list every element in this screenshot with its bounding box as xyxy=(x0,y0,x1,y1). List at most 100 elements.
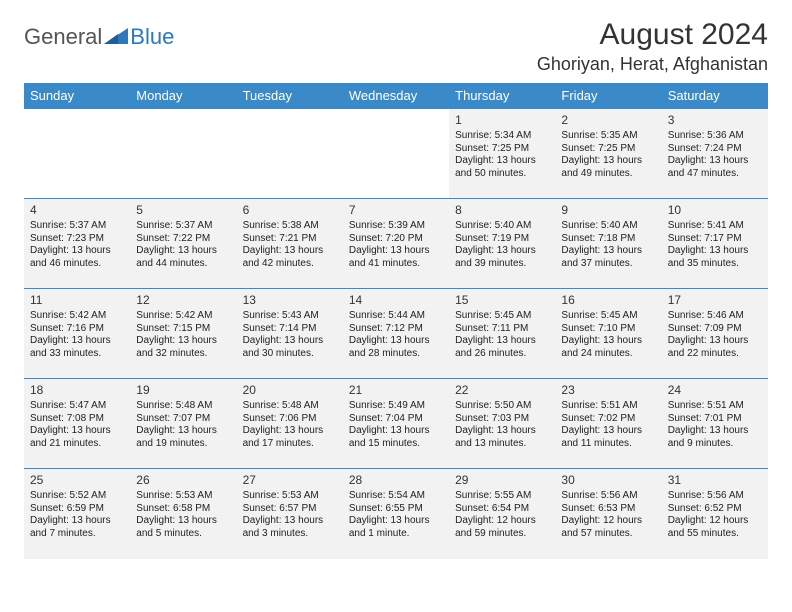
daylight-text: Daylight: 12 hours and 55 minutes. xyxy=(668,515,762,540)
sunset-text: Sunset: 7:04 PM xyxy=(349,413,443,426)
calendar-week-row: 11Sunrise: 5:42 AMSunset: 7:16 PMDayligh… xyxy=(24,289,768,379)
sunrise-text: Sunrise: 5:40 AM xyxy=(455,220,549,233)
day-number: 17 xyxy=(668,293,762,308)
daylight-text: Daylight: 13 hours and 15 minutes. xyxy=(349,425,443,450)
calendar-day-cell: 20Sunrise: 5:48 AMSunset: 7:06 PMDayligh… xyxy=(237,379,343,469)
sunset-text: Sunset: 6:58 PM xyxy=(136,503,230,516)
day-number: 29 xyxy=(455,473,549,488)
calendar-day-cell: 6Sunrise: 5:38 AMSunset: 7:21 PMDaylight… xyxy=(237,199,343,289)
daylight-text: Daylight: 13 hours and 42 minutes. xyxy=(243,245,337,270)
sunset-text: Sunset: 6:54 PM xyxy=(455,503,549,516)
calendar-day-cell: 1Sunrise: 5:34 AMSunset: 7:25 PMDaylight… xyxy=(449,109,555,199)
daylight-text: Daylight: 13 hours and 11 minutes. xyxy=(561,425,655,450)
daylight-text: Daylight: 13 hours and 17 minutes. xyxy=(243,425,337,450)
day-number: 9 xyxy=(561,203,655,218)
weekday-header: Wednesday xyxy=(343,83,449,109)
sunrise-text: Sunrise: 5:52 AM xyxy=(30,490,124,503)
sunrise-text: Sunrise: 5:45 AM xyxy=(455,310,549,323)
calendar-day-cell: 25Sunrise: 5:52 AMSunset: 6:59 PMDayligh… xyxy=(24,469,130,559)
daylight-text: Daylight: 13 hours and 30 minutes. xyxy=(243,335,337,360)
calendar-day-cell xyxy=(237,109,343,199)
daylight-text: Daylight: 13 hours and 32 minutes. xyxy=(136,335,230,360)
sunset-text: Sunset: 7:22 PM xyxy=(136,233,230,246)
calendar-day-cell: 31Sunrise: 5:56 AMSunset: 6:52 PMDayligh… xyxy=(662,469,768,559)
daylight-text: Daylight: 13 hours and 33 minutes. xyxy=(30,335,124,360)
sunrise-text: Sunrise: 5:49 AM xyxy=(349,400,443,413)
sunset-text: Sunset: 7:18 PM xyxy=(561,233,655,246)
sunset-text: Sunset: 7:02 PM xyxy=(561,413,655,426)
weekday-header-row: SundayMondayTuesdayWednesdayThursdayFrid… xyxy=(24,83,768,109)
sunrise-text: Sunrise: 5:42 AM xyxy=(30,310,124,323)
calendar-day-cell: 15Sunrise: 5:45 AMSunset: 7:11 PMDayligh… xyxy=(449,289,555,379)
day-number: 11 xyxy=(30,293,124,308)
sunrise-text: Sunrise: 5:56 AM xyxy=(561,490,655,503)
calendar-day-cell: 19Sunrise: 5:48 AMSunset: 7:07 PMDayligh… xyxy=(130,379,236,469)
daylight-text: Daylight: 13 hours and 46 minutes. xyxy=(30,245,124,270)
day-number: 27 xyxy=(243,473,337,488)
header-bar: General Blue August 2024 Ghoriyan, Herat… xyxy=(24,18,768,75)
daylight-text: Daylight: 13 hours and 3 minutes. xyxy=(243,515,337,540)
sunset-text: Sunset: 7:11 PM xyxy=(455,323,549,336)
calendar-table: SundayMondayTuesdayWednesdayThursdayFrid… xyxy=(24,83,768,559)
day-number: 16 xyxy=(561,293,655,308)
daylight-text: Daylight: 13 hours and 5 minutes. xyxy=(136,515,230,540)
sunrise-text: Sunrise: 5:41 AM xyxy=(668,220,762,233)
calendar-day-cell xyxy=(343,109,449,199)
sunset-text: Sunset: 7:10 PM xyxy=(561,323,655,336)
sunrise-text: Sunrise: 5:39 AM xyxy=(349,220,443,233)
sunset-text: Sunset: 7:01 PM xyxy=(668,413,762,426)
sunrise-text: Sunrise: 5:44 AM xyxy=(349,310,443,323)
day-number: 2 xyxy=(561,113,655,128)
weekday-header: Friday xyxy=(555,83,661,109)
daylight-text: Daylight: 13 hours and 9 minutes. xyxy=(668,425,762,450)
month-title: August 2024 xyxy=(537,18,768,52)
sunset-text: Sunset: 6:52 PM xyxy=(668,503,762,516)
calendar-day-cell: 5Sunrise: 5:37 AMSunset: 7:22 PMDaylight… xyxy=(130,199,236,289)
weekday-header: Sunday xyxy=(24,83,130,109)
daylight-text: Daylight: 12 hours and 57 minutes. xyxy=(561,515,655,540)
sunrise-text: Sunrise: 5:38 AM xyxy=(243,220,337,233)
sunset-text: Sunset: 6:57 PM xyxy=(243,503,337,516)
daylight-text: Daylight: 13 hours and 24 minutes. xyxy=(561,335,655,360)
weekday-header: Tuesday xyxy=(237,83,343,109)
day-number: 3 xyxy=(668,113,762,128)
sunset-text: Sunset: 7:24 PM xyxy=(668,143,762,156)
day-number: 22 xyxy=(455,383,549,398)
sunrise-text: Sunrise: 5:53 AM xyxy=(243,490,337,503)
calendar-day-cell: 10Sunrise: 5:41 AMSunset: 7:17 PMDayligh… xyxy=(662,199,768,289)
logo-triangle-icon xyxy=(104,26,128,49)
day-number: 13 xyxy=(243,293,337,308)
calendar-day-cell: 9 Sunrise: 5:40 AMSunset: 7:18 PMDaylight… xyxy=(555,199,661,289)
day-number: 30 xyxy=(561,473,655,488)
daylight-text: Daylight: 13 hours and 1 minute. xyxy=(349,515,443,540)
day-number: 20 xyxy=(243,383,337,398)
calendar-day-cell: 18Sunrise: 5:47 AMSunset: 7:08 PMDayligh… xyxy=(24,379,130,469)
day-number: 26 xyxy=(136,473,230,488)
daylight-text: Daylight: 12 hours and 59 minutes. xyxy=(455,515,549,540)
calendar-day-cell: 22Sunrise: 5:50 AMSunset: 7:03 PMDayligh… xyxy=(449,379,555,469)
day-number: 19 xyxy=(136,383,230,398)
calendar-day-cell: 29Sunrise: 5:55 AMSunset: 6:54 PMDayligh… xyxy=(449,469,555,559)
sunrise-text: Sunrise: 5:45 AM xyxy=(561,310,655,323)
day-number: 15 xyxy=(455,293,549,308)
calendar-day-cell: 26Sunrise: 5:53 AMSunset: 6:58 PMDayligh… xyxy=(130,469,236,559)
weekday-header: Monday xyxy=(130,83,236,109)
day-number: 5 xyxy=(136,203,230,218)
sunset-text: Sunset: 7:15 PM xyxy=(136,323,230,336)
daylight-text: Daylight: 13 hours and 44 minutes. xyxy=(136,245,230,270)
sunset-text: Sunset: 7:25 PM xyxy=(561,143,655,156)
sunrise-text: Sunrise: 5:51 AM xyxy=(668,400,762,413)
calendar-day-cell xyxy=(130,109,236,199)
sunrise-text: Sunrise: 5:56 AM xyxy=(668,490,762,503)
sunset-text: Sunset: 7:25 PM xyxy=(455,143,549,156)
sunrise-text: Sunrise: 5:36 AM xyxy=(668,130,762,143)
daylight-text: Daylight: 13 hours and 28 minutes. xyxy=(349,335,443,360)
calendar-day-cell: 14Sunrise: 5:44 AMSunset: 7:12 PMDayligh… xyxy=(343,289,449,379)
sunrise-text: Sunrise: 5:40 AM xyxy=(561,220,655,233)
sunset-text: Sunset: 6:55 PM xyxy=(349,503,443,516)
daylight-text: Daylight: 13 hours and 37 minutes. xyxy=(561,245,655,270)
calendar-day-cell: 4Sunrise: 5:37 AMSunset: 7:23 PMDaylight… xyxy=(24,199,130,289)
calendar-week-row: 1Sunrise: 5:34 AMSunset: 7:25 PMDaylight… xyxy=(24,109,768,199)
sunset-text: Sunset: 7:14 PM xyxy=(243,323,337,336)
calendar-week-row: 4Sunrise: 5:37 AMSunset: 7:23 PMDaylight… xyxy=(24,199,768,289)
